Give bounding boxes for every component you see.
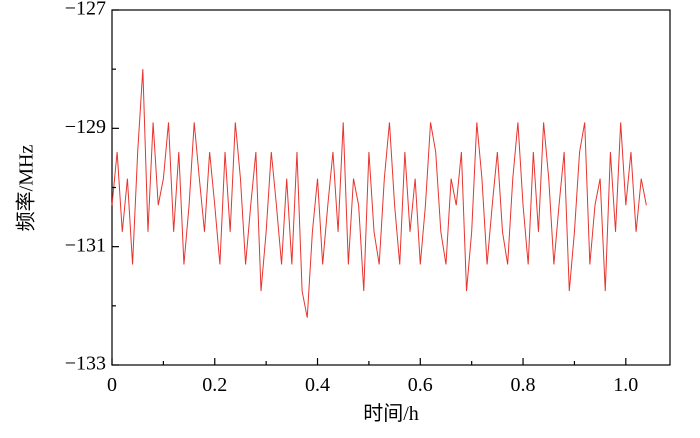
x-tick-label: 0.6 [408, 374, 433, 396]
y-tick-label: −131 [65, 234, 106, 256]
x-tick-label: 0.2 [202, 374, 227, 396]
data-line [111, 69, 647, 318]
x-tick-label: 0 [107, 374, 117, 396]
y-tick-label: −127 [65, 0, 106, 20]
x-tick-label: 1.0 [613, 374, 638, 396]
x-axis-label: 时间/h [363, 402, 419, 425]
y-tick-label: −129 [65, 116, 106, 138]
y-tick-label: −133 [65, 353, 106, 375]
y-axis-label: 频率/MHz [15, 145, 38, 232]
x-tick-label: 0.4 [305, 374, 330, 396]
x-tick-label: 0.8 [511, 374, 536, 396]
plot-frame [111, 9, 671, 366]
